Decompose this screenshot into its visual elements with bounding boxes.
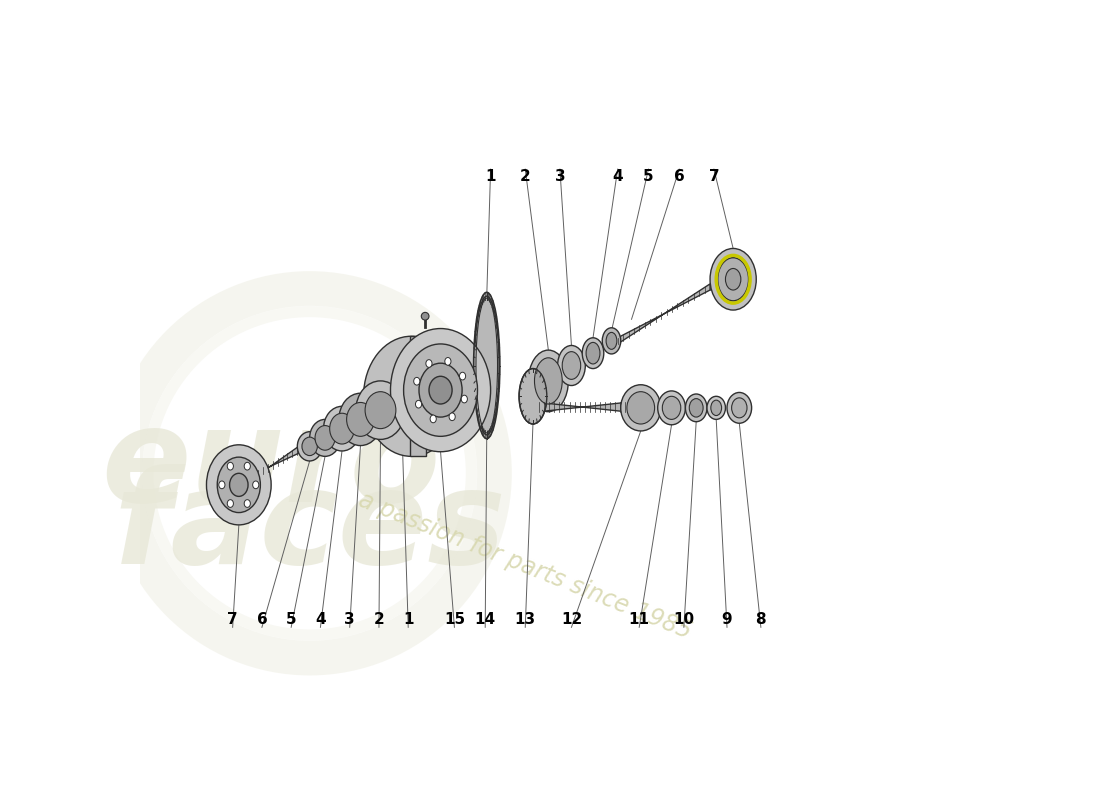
Text: 3: 3 [344, 612, 355, 627]
Text: 7: 7 [708, 169, 719, 184]
Ellipse shape [627, 392, 654, 424]
Ellipse shape [707, 396, 726, 419]
Ellipse shape [230, 474, 249, 496]
Ellipse shape [426, 360, 432, 367]
Ellipse shape [390, 329, 491, 452]
Ellipse shape [339, 394, 382, 446]
Ellipse shape [363, 336, 459, 456]
Text: 15: 15 [443, 612, 465, 627]
Ellipse shape [586, 342, 600, 364]
Ellipse shape [620, 385, 661, 431]
Ellipse shape [228, 500, 233, 507]
Text: a passion for parts since 1985: a passion for parts since 1985 [355, 488, 695, 644]
Ellipse shape [658, 391, 685, 425]
Ellipse shape [404, 344, 477, 436]
Ellipse shape [603, 328, 620, 354]
Text: 5: 5 [286, 612, 297, 627]
Ellipse shape [244, 500, 251, 507]
Ellipse shape [253, 481, 258, 489]
Ellipse shape [460, 372, 465, 380]
Ellipse shape [219, 481, 225, 489]
Ellipse shape [732, 398, 747, 418]
Ellipse shape [535, 358, 562, 404]
Text: 6: 6 [674, 169, 684, 184]
Text: 14: 14 [474, 612, 496, 627]
Ellipse shape [330, 414, 354, 444]
Ellipse shape [244, 462, 251, 470]
Ellipse shape [414, 378, 420, 385]
Ellipse shape [419, 363, 462, 417]
Text: 7: 7 [228, 612, 238, 627]
Polygon shape [539, 402, 625, 412]
Ellipse shape [519, 369, 547, 424]
Polygon shape [239, 444, 301, 489]
Ellipse shape [323, 406, 361, 451]
Ellipse shape [685, 394, 707, 422]
Text: 4: 4 [613, 169, 623, 184]
Ellipse shape [365, 392, 396, 429]
Ellipse shape [690, 398, 703, 417]
Ellipse shape [558, 346, 585, 386]
Ellipse shape [444, 358, 451, 366]
Ellipse shape [301, 437, 317, 455]
Ellipse shape [711, 249, 757, 310]
Ellipse shape [582, 338, 604, 369]
Text: 10: 10 [673, 612, 694, 627]
Text: 11: 11 [629, 612, 650, 627]
Text: 1: 1 [403, 612, 414, 627]
Ellipse shape [711, 400, 722, 415]
Ellipse shape [727, 393, 751, 423]
Polygon shape [409, 336, 426, 456]
Ellipse shape [297, 432, 322, 461]
Ellipse shape [717, 258, 748, 301]
Ellipse shape [421, 312, 429, 320]
Ellipse shape [218, 457, 261, 513]
Ellipse shape [207, 445, 271, 525]
Ellipse shape [355, 381, 405, 439]
Text: 3: 3 [554, 169, 565, 184]
Ellipse shape [315, 426, 336, 450]
Ellipse shape [528, 350, 569, 412]
Ellipse shape [429, 376, 452, 404]
Text: 13: 13 [515, 612, 536, 627]
Ellipse shape [726, 269, 741, 290]
Text: 8: 8 [756, 612, 767, 627]
Text: 5: 5 [644, 169, 653, 184]
Ellipse shape [310, 419, 341, 456]
Text: 2: 2 [520, 169, 530, 184]
Text: 4: 4 [315, 612, 326, 627]
Text: faces: faces [113, 464, 506, 590]
Text: euro: euro [101, 402, 441, 529]
Ellipse shape [606, 332, 617, 350]
Text: 6: 6 [256, 612, 267, 627]
Text: 9: 9 [722, 612, 733, 627]
Text: 1: 1 [485, 169, 496, 184]
Polygon shape [618, 284, 711, 344]
Ellipse shape [449, 413, 455, 421]
Ellipse shape [474, 296, 499, 435]
Ellipse shape [562, 352, 581, 379]
Ellipse shape [662, 396, 681, 419]
Ellipse shape [346, 402, 374, 436]
Ellipse shape [430, 415, 437, 422]
Ellipse shape [416, 400, 421, 408]
Ellipse shape [228, 462, 233, 470]
Ellipse shape [461, 395, 468, 403]
Text: 12: 12 [561, 612, 582, 627]
Text: 2: 2 [374, 612, 384, 627]
